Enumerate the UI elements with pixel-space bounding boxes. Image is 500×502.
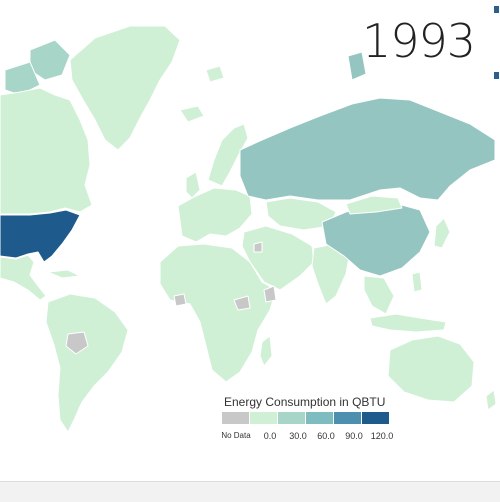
country-canada[interactable] bbox=[0, 87, 93, 215]
legend-swatch-0 bbox=[250, 412, 277, 424]
legend-label-120: 120.0 bbox=[370, 431, 394, 441]
country-sudan-region[interactable] bbox=[233, 295, 251, 311]
legend-swatch-no-data bbox=[222, 412, 249, 424]
country-iceland[interactable] bbox=[179, 105, 205, 123]
region-scandinavia[interactable] bbox=[207, 123, 249, 187]
country-philippines[interactable] bbox=[411, 271, 423, 293]
region-arctic-islands[interactable] bbox=[205, 65, 225, 83]
continent-africa[interactable] bbox=[159, 243, 277, 383]
country-mexico[interactable] bbox=[0, 254, 47, 301]
country-bolivia[interactable] bbox=[65, 331, 89, 355]
legend-swatches bbox=[222, 412, 390, 424]
bottom-scrollbar[interactable] bbox=[0, 481, 500, 502]
country-canada-islands[interactable] bbox=[29, 39, 71, 81]
edge-marker-middle bbox=[494, 72, 499, 79]
legend-label-30: 30.0 bbox=[289, 431, 307, 441]
country-madagascar[interactable] bbox=[259, 335, 273, 367]
country-indonesia[interactable] bbox=[369, 313, 447, 333]
region-southeast-asia[interactable] bbox=[363, 275, 395, 315]
legend-label-no-data: No Data bbox=[221, 431, 251, 440]
country-russia[interactable] bbox=[239, 97, 496, 201]
country-greenland[interactable] bbox=[69, 25, 181, 151]
legend-swatch-30 bbox=[278, 412, 305, 424]
country-united-states[interactable] bbox=[0, 209, 81, 263]
continent-europe[interactable] bbox=[177, 187, 253, 243]
country-japan[interactable] bbox=[433, 217, 451, 249]
edge-marker-top bbox=[494, 6, 499, 13]
legend-label-0: 0.0 bbox=[263, 431, 277, 441]
legend-title: Energy Consumption in QBTU bbox=[224, 395, 386, 409]
legend-swatch-60 bbox=[306, 412, 333, 424]
country-new-zealand[interactable] bbox=[485, 389, 497, 411]
year-label: 1993 bbox=[362, 14, 476, 68]
country-united-kingdom[interactable] bbox=[185, 171, 201, 199]
region-arctic-islands-2[interactable] bbox=[347, 51, 367, 81]
country-western-sahara[interactable] bbox=[173, 293, 187, 307]
legend-label-60: 60.0 bbox=[317, 431, 335, 441]
continent-south-america[interactable] bbox=[45, 293, 129, 433]
country-australia[interactable] bbox=[387, 335, 475, 403]
country-mongolia[interactable] bbox=[345, 195, 403, 215]
country-horn-region[interactable] bbox=[263, 285, 277, 303]
country-libya-region[interactable] bbox=[253, 241, 263, 253]
legend-labels: No Data 0.0 30.0 60.0 90.0 120.0 bbox=[216, 431, 396, 441]
legend-swatch-120 bbox=[362, 412, 389, 424]
country-cuba[interactable] bbox=[47, 269, 81, 279]
legend-swatch-90 bbox=[334, 412, 361, 424]
legend-label-90: 90.0 bbox=[345, 431, 363, 441]
